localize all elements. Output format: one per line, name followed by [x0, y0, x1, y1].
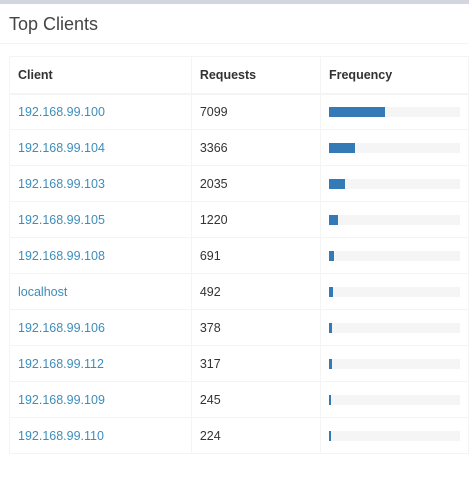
table-row: localhost 492 — [9, 273, 469, 310]
frequency-progress — [328, 106, 460, 117]
requests-cell: 378 — [190, 309, 321, 346]
client-cell: 192.168.99.112 — [9, 345, 192, 382]
client-link[interactable]: 192.168.99.106 — [18, 320, 105, 335]
frequency-progress — [328, 178, 460, 189]
client-cell: 192.168.99.103 — [9, 165, 192, 202]
frequency-progress-bar — [328, 250, 335, 261]
client-cell: 192.168.99.110 — [9, 417, 192, 454]
client-cell: 192.168.99.100 — [9, 93, 192, 130]
client-cell: 192.168.99.106 — [9, 309, 192, 346]
frequency-progress-bar — [328, 394, 331, 405]
table-row: 192.168.99.106 378 — [9, 309, 469, 346]
frequency-progress-bar — [328, 322, 332, 333]
table-row: 192.168.99.105 1220 — [9, 201, 469, 238]
client-link[interactable]: 192.168.99.103 — [18, 176, 105, 191]
panel-header: Top Clients — [0, 4, 469, 44]
column-header-client: Client — [9, 56, 192, 95]
requests-cell: 245 — [190, 381, 321, 418]
client-link[interactable]: 192.168.99.108 — [18, 248, 105, 263]
panel-top-border — [0, 0, 469, 4]
frequency-progress — [328, 214, 460, 225]
frequency-progress-bar — [328, 178, 345, 189]
requests-cell: 224 — [190, 417, 321, 454]
panel-title: Top Clients — [9, 14, 99, 34]
client-link[interactable]: 192.168.99.112 — [18, 356, 104, 371]
client-cell: localhost — [9, 273, 192, 310]
frequency-cell — [319, 345, 469, 382]
requests-cell: 317 — [190, 345, 321, 382]
frequency-progress — [328, 322, 460, 333]
table-row: 192.168.99.110 224 — [9, 417, 469, 454]
table-row: 192.168.99.103 2035 — [9, 165, 469, 202]
client-cell: 192.168.99.105 — [9, 201, 192, 238]
requests-cell: 2035 — [190, 165, 321, 202]
frequency-progress-bar — [328, 214, 339, 225]
table-row: 192.168.99.112 317 — [9, 345, 469, 382]
table-body: 192.168.99.100 7099 192.168.99.104 3366 192.… — [9, 93, 469, 454]
client-link[interactable]: localhost — [18, 284, 68, 299]
frequency-cell — [319, 273, 469, 310]
table-header-row: Client Requests Frequency — [9, 56, 469, 95]
frequency-progress-bar — [328, 358, 332, 369]
frequency-cell — [319, 93, 469, 130]
table-row: 192.168.99.108 691 — [9, 237, 469, 274]
frequency-progress — [328, 358, 460, 369]
frequency-cell — [319, 201, 469, 238]
client-cell: 192.168.99.108 — [9, 237, 192, 274]
frequency-progress — [328, 142, 460, 153]
column-header-frequency: Frequency — [319, 56, 469, 95]
requests-cell: 1220 — [190, 201, 321, 238]
client-link[interactable]: 192.168.99.100 — [18, 104, 105, 119]
table-row: 192.168.99.100 7099 — [9, 93, 469, 130]
frequency-cell — [319, 309, 469, 346]
column-header-requests: Requests — [190, 56, 321, 95]
table-row: 192.168.99.104 3366 — [9, 129, 469, 166]
frequency-progress-bar — [328, 430, 331, 441]
frequency-cell — [319, 237, 469, 274]
client-cell: 192.168.99.109 — [9, 381, 192, 418]
client-link[interactable]: 192.168.99.109 — [18, 392, 105, 407]
table-row: 192.168.99.109 245 — [9, 381, 469, 418]
client-link[interactable]: 192.168.99.110 — [18, 428, 104, 443]
top-clients-table: Client Requests Frequency 192.168.99.100… — [9, 56, 469, 454]
frequency-cell — [319, 381, 469, 418]
requests-cell: 691 — [190, 237, 321, 274]
frequency-cell — [319, 165, 469, 202]
frequency-progress — [328, 394, 460, 405]
frequency-progress — [328, 250, 460, 261]
frequency-progress — [328, 430, 460, 441]
frequency-progress-bar — [328, 286, 333, 297]
requests-cell: 7099 — [190, 93, 321, 130]
client-cell: 192.168.99.104 — [9, 129, 192, 166]
frequency-progress-bar — [328, 106, 386, 117]
requests-cell: 3366 — [190, 129, 321, 166]
requests-cell: 492 — [190, 273, 321, 310]
table-header: Client Requests Frequency — [9, 56, 469, 95]
client-link[interactable]: 192.168.99.105 — [18, 212, 105, 227]
frequency-cell — [319, 417, 469, 454]
client-link[interactable]: 192.168.99.104 — [18, 140, 105, 155]
frequency-progress-bar — [328, 142, 356, 153]
frequency-cell — [319, 129, 469, 166]
frequency-progress — [328, 286, 460, 297]
